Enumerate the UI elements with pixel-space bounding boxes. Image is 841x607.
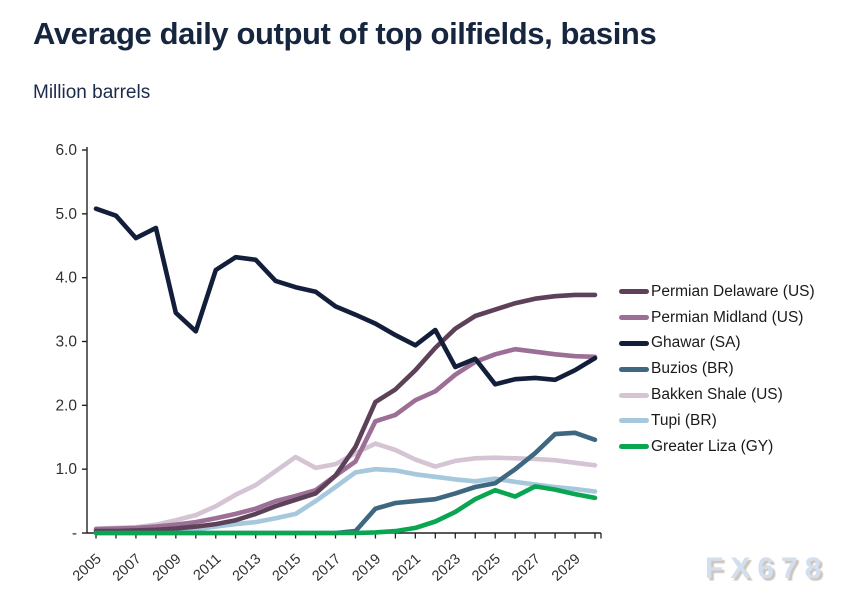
legend-item: Bakken Shale (US): [619, 382, 815, 408]
legend-item: Permian Delaware (US): [619, 279, 815, 305]
y-tick-label: 2.0: [55, 397, 77, 414]
axes: [86, 147, 601, 534]
legend-label: Greater Liza (GY): [651, 437, 774, 455]
x-tick-label: 2013: [230, 551, 265, 584]
legend-swatch: [619, 392, 649, 398]
legend-label: Tupi (BR): [651, 411, 717, 429]
legend-item: Buzios (BR): [619, 356, 815, 382]
x-tick-label: 2021: [389, 551, 424, 584]
legend-swatch: [619, 366, 649, 372]
legend-swatch: [619, 340, 649, 346]
legend-label: Bakken Shale (US): [651, 386, 783, 404]
series-line-bakken-shale-us: [93, 441, 598, 531]
legend-label: Buzios (BR): [651, 360, 734, 378]
legend-item: Greater Liza (GY): [619, 434, 815, 460]
legend-item: Tupi (BR): [619, 408, 815, 434]
x-tick-label: 2023: [429, 551, 464, 584]
legend-item: Ghawar (SA): [619, 331, 815, 357]
y-tick-label: 5.0: [55, 206, 77, 223]
legend-label: Ghawar (SA): [651, 334, 741, 352]
x-tick-label: 2005: [70, 551, 105, 584]
series-lines: [93, 206, 598, 536]
chart-subtitle: Million barrels: [33, 82, 151, 103]
chart-title: Average daily output of top oilfields, b…: [33, 16, 657, 51]
legend-swatch: [619, 289, 649, 295]
watermark: FX678: [705, 552, 829, 585]
x-tick-label: 2029: [549, 551, 584, 584]
x-axis-ticks: 2005 2007 2009 2011 2013 2015 2017 2019 2021 2023…: [70, 533, 602, 585]
legend-swatch: [619, 315, 649, 321]
y-tick-label: -: [72, 525, 77, 542]
legend-item: Permian Midland (US): [619, 305, 815, 331]
chart-legend: Permian Delaware (US) Permian Midland (US…: [619, 279, 815, 460]
x-tick-label: 2025: [469, 551, 504, 584]
series-line-greater-liza-gy: [93, 484, 598, 536]
y-tick-label: 3.0: [55, 334, 77, 351]
legend-label: Permian Delaware (US): [651, 282, 815, 300]
series-line-permian-midland-us: [93, 346, 598, 532]
y-axis-ticks: 6.0 5.0 4.0 3.0 2.0 1.0 -: [55, 142, 87, 542]
y-tick-label: 6.0: [55, 142, 77, 159]
series-line-ghawar-sa: [93, 206, 598, 387]
y-tick-label: 4.0: [55, 270, 77, 287]
y-tick-label: 1.0: [55, 461, 77, 478]
x-tick-label: 2015: [270, 551, 305, 584]
x-tick-label: 2007: [110, 551, 145, 584]
legend-swatch: [619, 418, 649, 424]
series-line-permian-delaware-us: [93, 292, 598, 534]
legend-swatch: [619, 444, 649, 450]
x-tick-label: 2017: [310, 551, 345, 584]
x-tick-label: 2027: [509, 551, 544, 584]
legend-label: Permian Midland (US): [651, 308, 804, 326]
x-tick-label: 2009: [150, 551, 185, 584]
x-tick-label: 2011: [191, 551, 225, 584]
x-tick-label: 2019: [349, 551, 384, 584]
